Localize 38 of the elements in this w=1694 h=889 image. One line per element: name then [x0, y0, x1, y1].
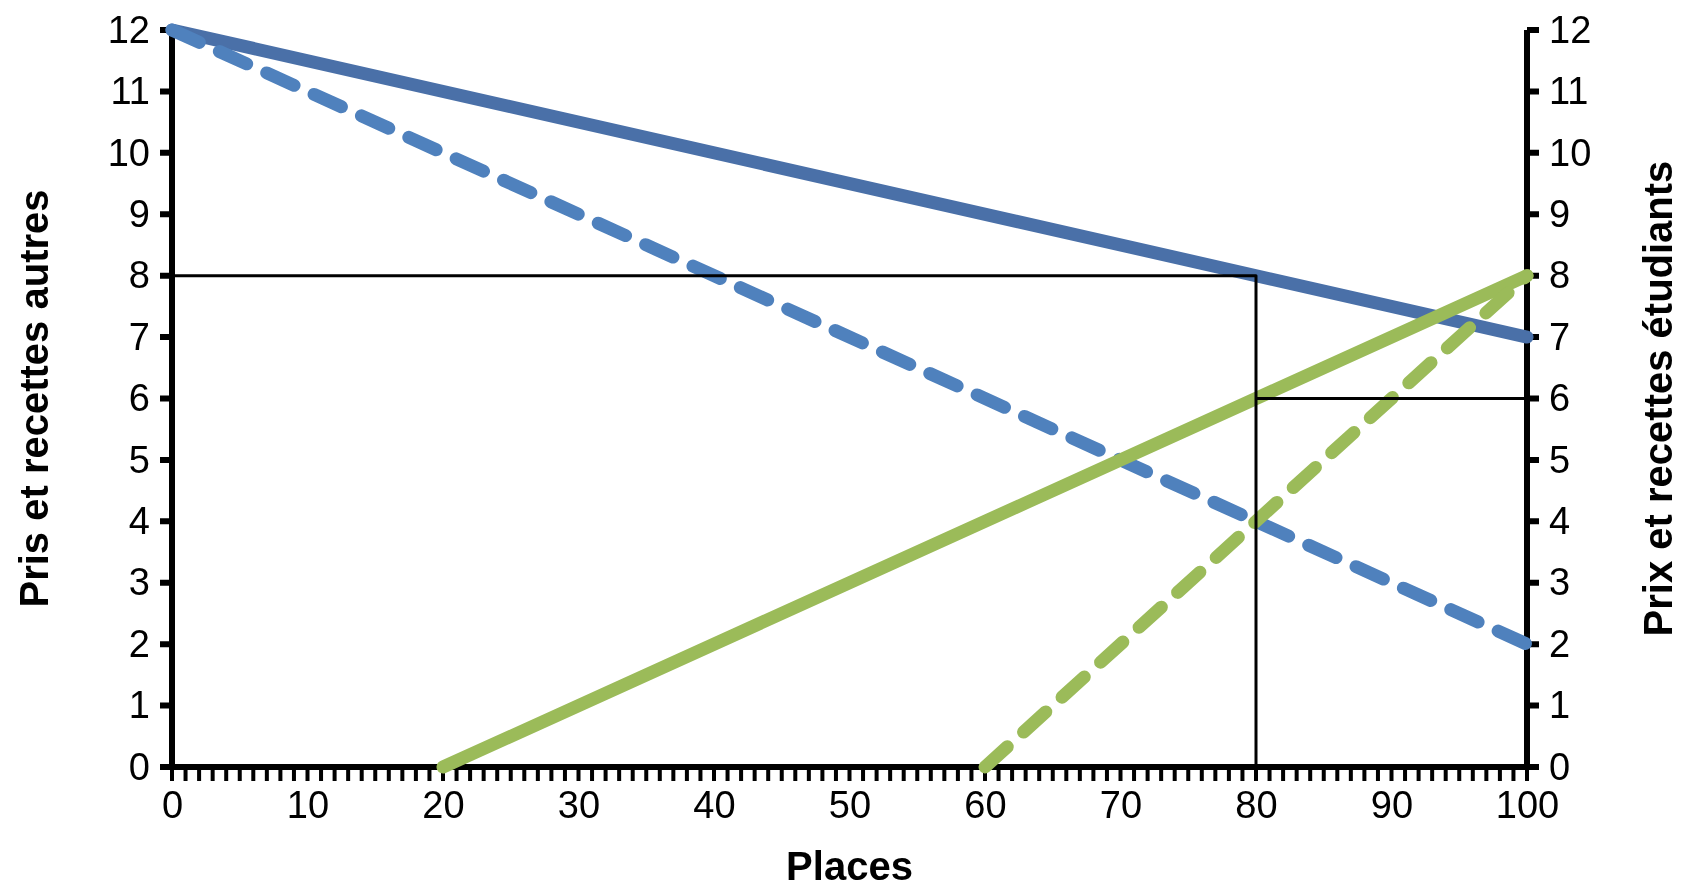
y-axis-title: Pris et recettes autres	[12, 189, 56, 608]
y-tick-label: 12	[107, 8, 150, 51]
x-tick-label: 50	[828, 783, 872, 826]
y-tick-label: 2	[128, 622, 150, 665]
y2-tick-label: 7	[1549, 315, 1571, 358]
y2-tick-label: 3	[1549, 561, 1571, 604]
y-tick-label: 11	[110, 70, 150, 113]
x-axis-title: Places	[786, 844, 913, 888]
y2-tick-label: 12	[1549, 8, 1592, 51]
y2-tick-label: 9	[1549, 192, 1571, 235]
y2-axis-title: Prix et recettes étudiants	[1636, 160, 1680, 637]
y2-tick-label: 8	[1549, 254, 1571, 297]
y-tick-label: 0	[128, 745, 150, 788]
x-tick-label: 60	[964, 783, 1007, 826]
y-tick-label: 3	[128, 561, 150, 604]
x-tick-label: 70	[1099, 783, 1143, 826]
y2-tick-label: 2	[1549, 622, 1571, 665]
y-tick-label: 7	[128, 315, 150, 358]
x-tick-label: 0	[161, 783, 184, 826]
y2-tick-label: 6	[1549, 377, 1571, 420]
y-tick-label: 4	[128, 499, 150, 542]
x-tick-label: 30	[557, 783, 601, 826]
y2-tick-label: 4	[1549, 499, 1571, 542]
x-tick-label: 20	[422, 783, 465, 826]
y-tick-label: 8	[128, 254, 150, 297]
x-tick-label: 10	[286, 783, 330, 826]
x-tick-label: 80	[1235, 783, 1278, 826]
y-tick-label: 1	[128, 684, 150, 727]
y-tick-label: 5	[128, 438, 150, 481]
y2-tick-label: 10	[1549, 131, 1592, 174]
y-tick-label: 6	[128, 377, 150, 420]
y-tick-label: 10	[107, 131, 150, 174]
x-tick-label: 90	[1370, 783, 1414, 826]
y2-tick-label: 1	[1549, 684, 1571, 727]
y2-tick-label: 11	[1549, 70, 1589, 113]
y2-tick-label: 5	[1549, 438, 1571, 481]
x-tick-label: 40	[693, 783, 736, 826]
y-tick-label: 9	[128, 192, 150, 235]
